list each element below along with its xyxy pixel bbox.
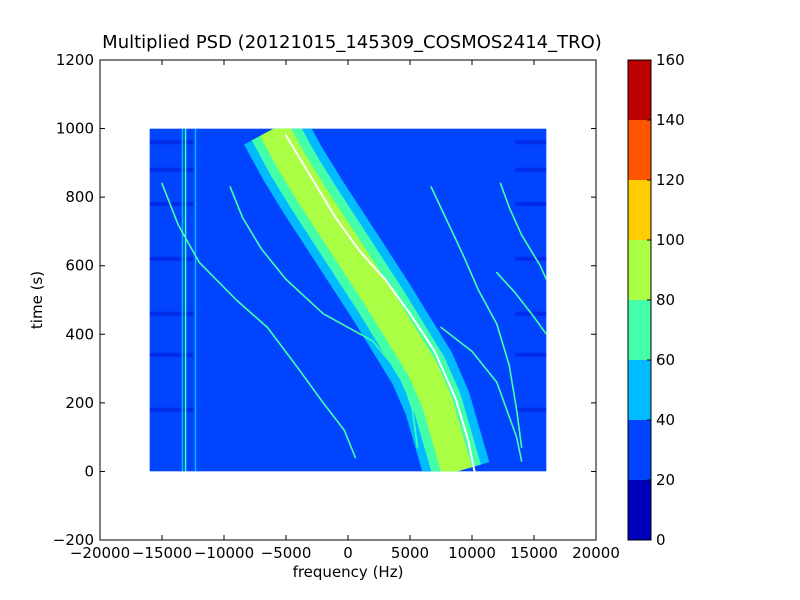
band-core (259, 128, 472, 472)
x-tick-label: 20000 (572, 544, 620, 562)
x-axis-title: frequency (Hz) (293, 563, 404, 581)
y-tick-label: 200 (65, 394, 94, 412)
y-tick-label: 600 (65, 257, 94, 275)
colorbar-bin (628, 480, 651, 540)
colorbar-bin (628, 180, 651, 240)
trace-side-trace-e (440, 326, 523, 462)
colorbar-bin (628, 120, 651, 180)
colorbar: 0 20 40 60 80 100 120 140 160 (627, 51, 685, 549)
noise-stripe-left (149, 201, 193, 207)
noise-stripe-left (149, 167, 193, 172)
y-tick-label: 1200 (56, 51, 94, 69)
x-tick-label: −10000 (194, 544, 254, 562)
noise-stripe-left (149, 140, 193, 145)
trace-side-trace-b (229, 186, 419, 449)
noise-stripe-left (149, 352, 193, 357)
plot-frame (99, 59, 597, 541)
y-tick-label: 400 (65, 325, 94, 343)
noise-stripe-right (515, 352, 547, 357)
trace-side-trace-c (430, 186, 523, 449)
colorbar-bin (628, 300, 651, 360)
colorbar-tick-label: 160 (656, 51, 685, 69)
colorbar-tick-label: 80 (656, 291, 675, 309)
noise-stripe-right (515, 201, 547, 207)
y-tick-label: 800 (65, 188, 94, 206)
colorbar-bin (628, 360, 651, 420)
y-axis-title: time (s) (28, 271, 46, 329)
x-tick-label: −20000 (70, 544, 130, 562)
noise-stripe-right (515, 167, 547, 172)
colorbar-tick-label: 120 (656, 171, 685, 189)
x-tick-label: −5000 (261, 544, 312, 562)
noise-stripe-left (149, 256, 193, 261)
x-tick-label: −15000 (132, 544, 192, 562)
trace-side-trace-d (499, 182, 547, 281)
colorbar-bin (628, 420, 651, 480)
colorbar-bin (628, 60, 651, 120)
x-tick-label: 10000 (448, 544, 496, 562)
colorbar-tick-label: 20 (656, 471, 675, 489)
noise-stripe-left (149, 407, 193, 412)
x-tick-label: 5000 (391, 544, 429, 562)
trace-side-trace-f (495, 271, 547, 336)
noise-stripe-right (515, 140, 547, 145)
heatmap-content (149, 128, 547, 472)
colorbar-bin (628, 240, 651, 300)
colorbar-tick-label: 140 (656, 111, 685, 129)
trace-side-trace-a (161, 182, 357, 459)
noise-stripe-right (515, 407, 547, 412)
chart-title: Multiplied PSD (20121015_145309_COSMOS24… (102, 32, 602, 53)
x-tick-label: 0 (343, 544, 353, 562)
tick-layer: −20000 −15000 −10000 −5000 0 5000 10000 15000 20… (53, 51, 620, 562)
colorbar-tick-label: 0 (656, 531, 666, 549)
x-tick-label: 15000 (510, 544, 558, 562)
colorbar-tick-label: 60 (656, 351, 675, 369)
heatmap-layer (149, 128, 547, 472)
colorbar-tick-label: 100 (656, 231, 685, 249)
colorbar-tick-label: 40 (656, 411, 675, 429)
y-tick-label: 1000 (56, 120, 94, 138)
noise-stripe-right (515, 256, 547, 261)
y-tick-label: −200 (53, 531, 94, 549)
trace-center-trace (285, 134, 476, 472)
y-tick-label: 0 (84, 462, 94, 480)
noise-stripe-left (149, 311, 193, 316)
